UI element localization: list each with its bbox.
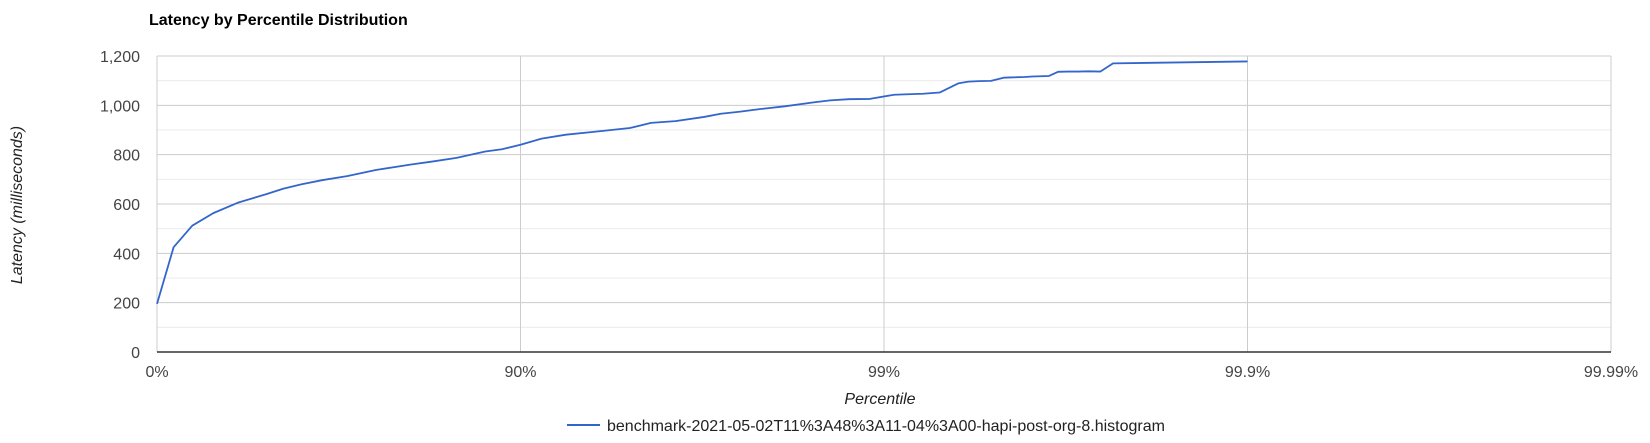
y-tick-label: 0	[131, 345, 140, 362]
legend[interactable]: benchmark-2021-05-02T11%3A48%3A11-04%3A0…	[567, 418, 1165, 435]
chart-title: Latency by Percentile Distribution	[149, 12, 408, 29]
y-tick-label: 400	[113, 246, 140, 263]
series-layer	[156, 60, 1248, 305]
y-tick-label: 600	[113, 197, 140, 214]
x-tick-label: 0%	[145, 364, 168, 381]
y-tick-label: 800	[113, 148, 140, 165]
x-axis-label: Percentile	[844, 391, 915, 408]
series-line	[156, 60, 1248, 305]
x-tick-label: 90%	[504, 364, 536, 381]
x-tick-label: 99%	[868, 364, 900, 381]
x-tick-label: 99.99%	[1584, 364, 1638, 381]
axes: 0 200 400 600 800 1,000 1,200 0% 90% 99% 99.9% 99.9…	[100, 49, 1638, 381]
grid-lines	[156, 55, 1612, 352]
y-tick-label: 1,200	[100, 49, 140, 66]
legend-label: benchmark-2021-05-02T11%3A48%3A11-04%3A0…	[607, 418, 1165, 435]
y-tick-label: 1,000	[100, 98, 140, 115]
x-tick-label: 99.9%	[1225, 364, 1270, 381]
y-tick-label: 200	[113, 296, 140, 313]
y-axis-label: Latency (milliseconds)	[9, 126, 26, 284]
